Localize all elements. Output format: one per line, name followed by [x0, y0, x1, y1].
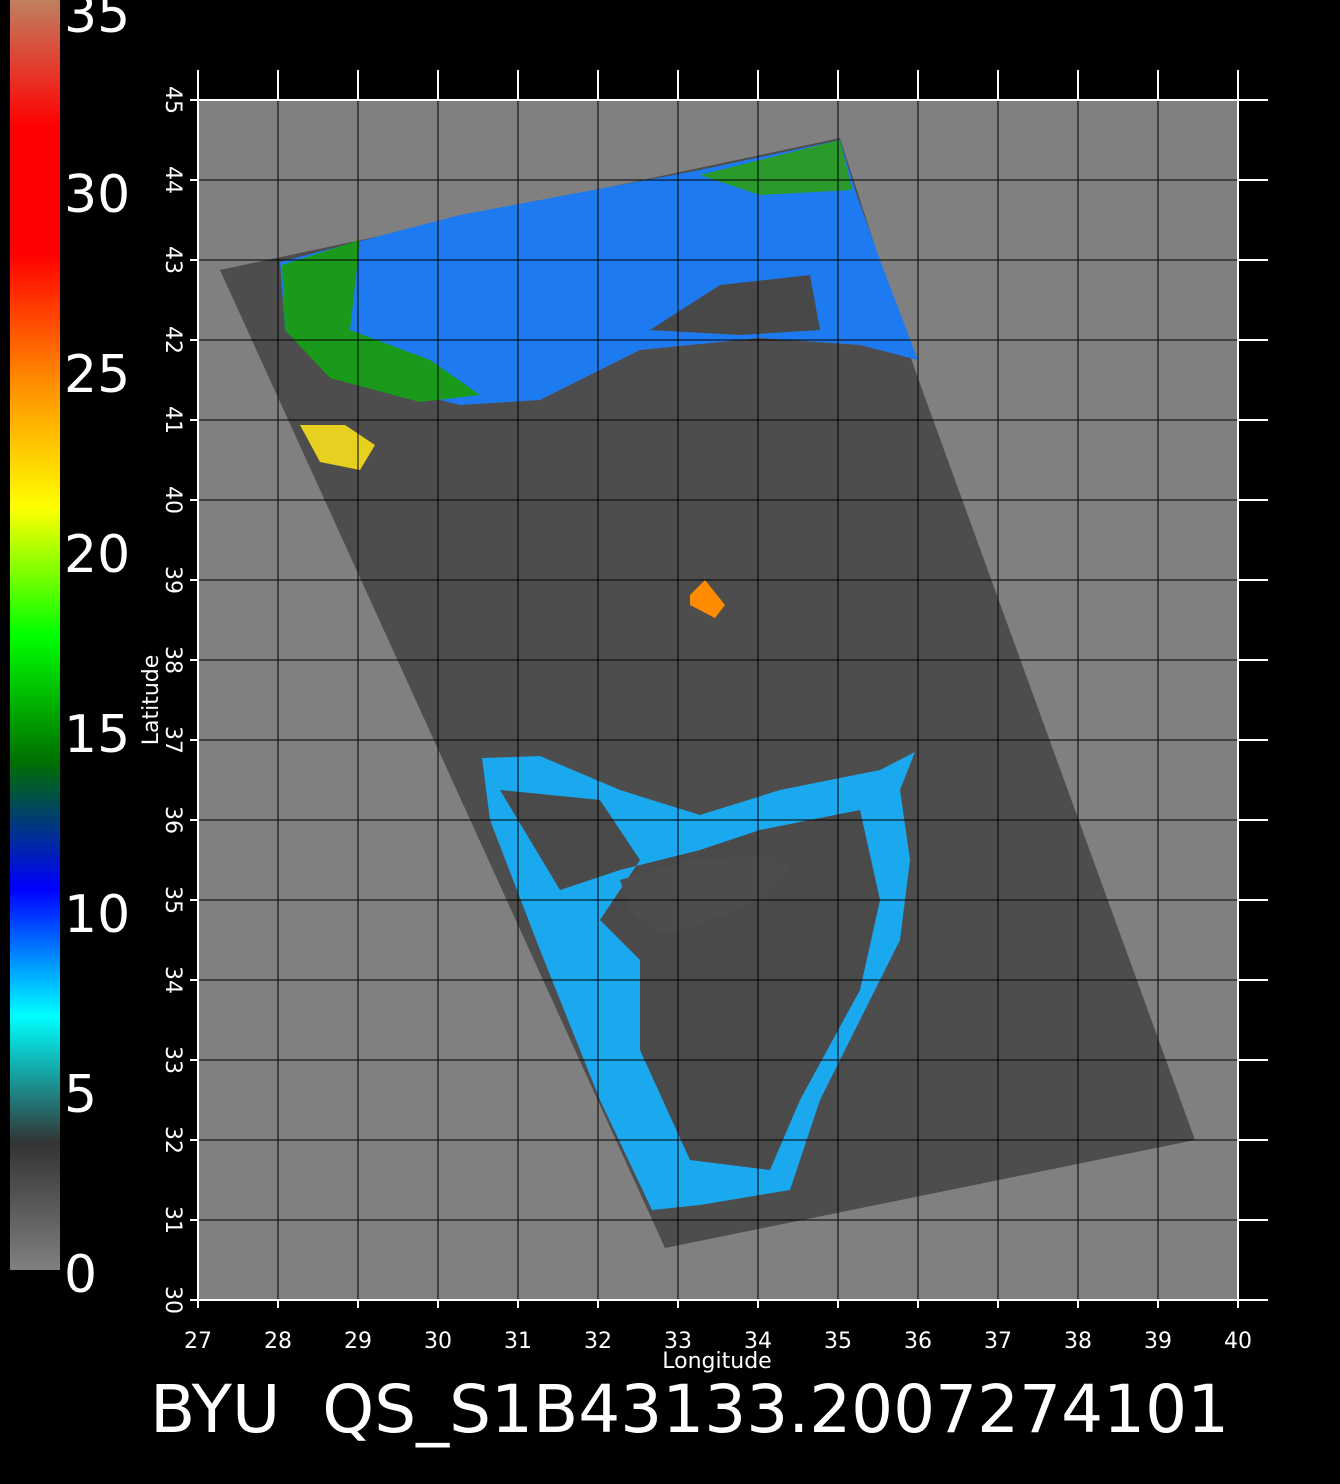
y-tick-label: 41 — [160, 406, 185, 434]
x-tick-label: 27 — [184, 1329, 212, 1354]
y-tick-label: 39 — [160, 566, 185, 594]
x-tick-label: 37 — [984, 1329, 1012, 1354]
x-tick-label: 28 — [264, 1329, 292, 1354]
y-tick-label: 33 — [160, 1046, 185, 1074]
colorbar-tick-label: 10 — [64, 885, 130, 945]
y-tick-label: 38 — [160, 646, 185, 674]
wind-patch — [690, 580, 725, 618]
colorbar-tick-label: 25 — [64, 345, 130, 405]
coastal-green — [282, 240, 480, 402]
x-tick-label: 38 — [1064, 1329, 1092, 1354]
title: BYU QS_S1B43133.2007274101 — [150, 1371, 1229, 1448]
y-tick-label: 43 — [160, 246, 185, 274]
x-axis-label: Longitude — [662, 1349, 771, 1374]
wind-patch — [300, 425, 375, 470]
y-tick-label: 32 — [160, 1126, 185, 1154]
y-tick-label: 36 — [160, 806, 185, 834]
y-tick-label: 40 — [160, 486, 185, 514]
land-gap — [620, 855, 790, 935]
colorbar-tick-label: 30 — [64, 165, 130, 225]
x-tick-label: 33 — [664, 1329, 692, 1354]
coastal-green — [700, 140, 852, 195]
y-tick-label: 30 — [160, 1286, 185, 1314]
y-axis-label: Latitude — [139, 655, 164, 746]
x-tick-label: 32 — [584, 1329, 612, 1354]
plot-frame — [197, 99, 1239, 1301]
y-tick-label: 45 — [160, 86, 185, 114]
x-tick-label: 39 — [1144, 1329, 1172, 1354]
colorbar-tick-label: 5 — [64, 1065, 97, 1125]
y-tick-label: 44 — [160, 166, 185, 194]
y-tick-label: 31 — [160, 1206, 185, 1234]
x-tick-label: 36 — [904, 1329, 932, 1354]
y-tick-label: 37 — [160, 726, 185, 754]
low-wind-patch — [650, 275, 820, 335]
x-tick-label: 30 — [424, 1329, 452, 1354]
colorbar-tick-label: 20 — [64, 525, 130, 585]
colorbar — [10, 0, 60, 1270]
x-tick-label: 31 — [504, 1329, 532, 1354]
colorbar-tick-label: 0 — [64, 1245, 97, 1305]
y-tick-label: 34 — [160, 966, 185, 994]
x-tick-label: 34 — [744, 1329, 772, 1354]
colorbar-tick-label: 15 — [64, 705, 130, 765]
x-tick-label: 40 — [1224, 1329, 1252, 1354]
swath — [220, 138, 1195, 1248]
y-tick-label: 35 — [160, 886, 185, 914]
colorbar-tick-label: 35 — [64, 0, 130, 45]
x-tick-label: 29 — [344, 1329, 372, 1354]
y-tick-label: 42 — [160, 326, 185, 354]
x-tick-label: 35 — [824, 1329, 852, 1354]
